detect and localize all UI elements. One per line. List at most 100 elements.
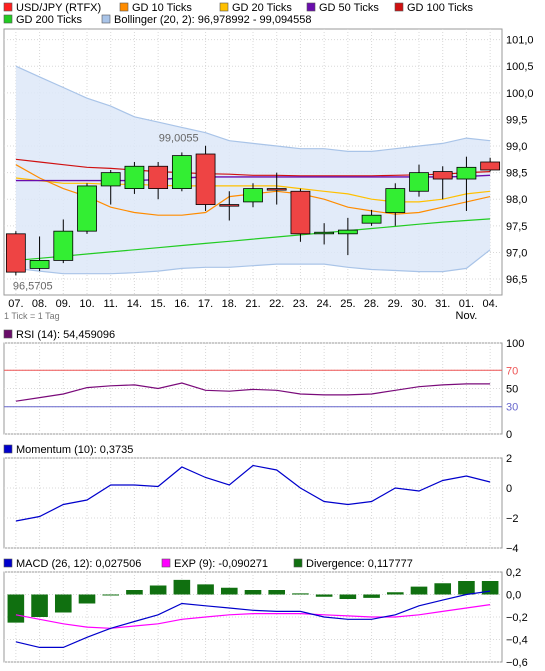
price-ytick-label: 100,0 [506, 88, 534, 100]
divergence-bar [7, 594, 25, 623]
macd-ytick-label: 0,0 [506, 590, 521, 602]
price-ytick-label: 97,5 [506, 221, 527, 233]
divergence-bar [54, 594, 72, 613]
candle-body [314, 231, 335, 235]
x-tick-label: 24. [316, 298, 331, 310]
divergence-bar [31, 594, 48, 617]
divergence-bar [126, 590, 143, 595]
exp-line [15, 604, 491, 629]
x-tick-label: 15. [150, 298, 165, 310]
candle-body [432, 171, 453, 180]
candle-body [361, 214, 382, 224]
divergence-bar [268, 590, 286, 595]
macd-legend-label: MACD (26, 12): 0,027506 [16, 558, 141, 570]
x-tick-label: 01. [459, 298, 474, 310]
macd-ytick-label: −0,2 [506, 612, 528, 624]
macd-ytick-label: 0,2 [506, 567, 521, 579]
divergence-bar [315, 594, 333, 597]
price-ytick-label: 98,5 [506, 168, 527, 180]
momentum-line [15, 464, 491, 522]
x-tick-label: 04. [482, 298, 497, 310]
divergence-bar [386, 592, 404, 595]
candle-body [480, 161, 501, 171]
divergence-bar [363, 594, 380, 598]
x-tick-label: 30. [411, 298, 426, 310]
macd-legend-swatch-1 [3, 558, 13, 568]
rsi-ytick-label: 100 [506, 338, 524, 350]
divergence-bar [292, 593, 309, 595]
price-ytick-label: 101,0 [506, 35, 534, 47]
divergence-bar [149, 585, 167, 595]
candle-body [77, 185, 97, 232]
legend-label: Bollinger (20, 2): 96,978992 - 99,094558 [114, 14, 312, 26]
candle-body [5, 233, 26, 273]
candle-body [29, 260, 50, 269]
candle-body [337, 229, 358, 235]
rsi-ytick-label: 50 [506, 384, 518, 396]
legend-swatch-5 [394, 2, 404, 12]
x-tick-label: 10. [79, 298, 94, 310]
candle-body [409, 172, 429, 192]
legend-swatch-1 [3, 2, 13, 12]
candle-body [243, 188, 263, 203]
divergence-bar [410, 586, 428, 595]
legend-swatch-row2-2 [101, 14, 111, 24]
candle-body [219, 204, 240, 207]
legend-label: GD 20 Ticks [232, 2, 292, 14]
legend-label: GD 100 Ticks [407, 2, 474, 14]
macd-line [15, 590, 491, 649]
price-ytick-label: 97,0 [506, 247, 527, 259]
candle-body [100, 172, 121, 187]
divergence-bar [339, 594, 357, 599]
divergence-bar [78, 594, 96, 604]
legend-label: USD/JPY (RTFX) [16, 2, 101, 14]
legend-label: GD 50 Ticks [319, 2, 379, 14]
macd-legend-label: EXP (9): -0,090271 [174, 558, 268, 570]
momentum-legend-swatch [3, 444, 13, 454]
rsi-ytick-label: 30 [506, 402, 518, 414]
divergence-bar [197, 584, 214, 595]
macd-ytick-label: −0,6 [506, 657, 528, 669]
divergence-bar [434, 583, 452, 595]
candle-body [53, 230, 74, 261]
rsi-ytick-label: 0 [506, 429, 512, 441]
candle-body [171, 155, 192, 189]
momentum-ytick-label: −4 [506, 543, 519, 555]
divergence-bar [173, 579, 191, 595]
x-tick-label: 17. [198, 298, 213, 310]
momentum-ytick-label: 2 [506, 453, 512, 465]
x-tick-label: 28. [364, 298, 379, 310]
macd-legend-label: Divergence: 0,117777 [306, 558, 413, 570]
candle-body [385, 188, 406, 213]
x-tick-label: 11. [103, 298, 117, 310]
tick-note: 1 Tick = 1 Tag [4, 311, 60, 321]
divergence-bar [244, 590, 262, 595]
rsi-legend-swatch [3, 329, 13, 339]
gd200-line [15, 218, 491, 261]
price-ytick-label: 96,5 [506, 274, 527, 286]
candle-body [290, 190, 311, 235]
legend-swatch-4 [306, 2, 316, 12]
bollinger-lower-line [15, 249, 491, 275]
low-value-label: 96,5705 [13, 280, 53, 292]
rsi-line [15, 382, 491, 402]
momentum-ytick-label: −2 [506, 513, 519, 525]
x-tick-label: 29. [388, 298, 403, 310]
x-tick-label: 21. [245, 298, 260, 310]
candle-body [124, 165, 145, 189]
candle-body [195, 153, 216, 205]
macd-legend-swatch-3 [293, 558, 303, 568]
price-ytick-label: 99,0 [506, 141, 527, 153]
momentum-legend-label: Momentum (10): 0,3735 [16, 444, 133, 456]
month-label: Nov. [456, 310, 478, 322]
macd-ytick-label: −0,4 [506, 635, 528, 647]
x-tick-label: 08. [32, 298, 47, 310]
candle-body [456, 166, 477, 180]
legend-label: GD 200 Ticks [16, 14, 83, 26]
x-tick-label: 18. [222, 298, 237, 310]
divergence-bar [102, 594, 120, 596]
legend-swatch-row2-1 [3, 14, 13, 24]
high-value-label: 99,0055 [159, 133, 199, 145]
legend-swatch-2 [119, 2, 129, 12]
